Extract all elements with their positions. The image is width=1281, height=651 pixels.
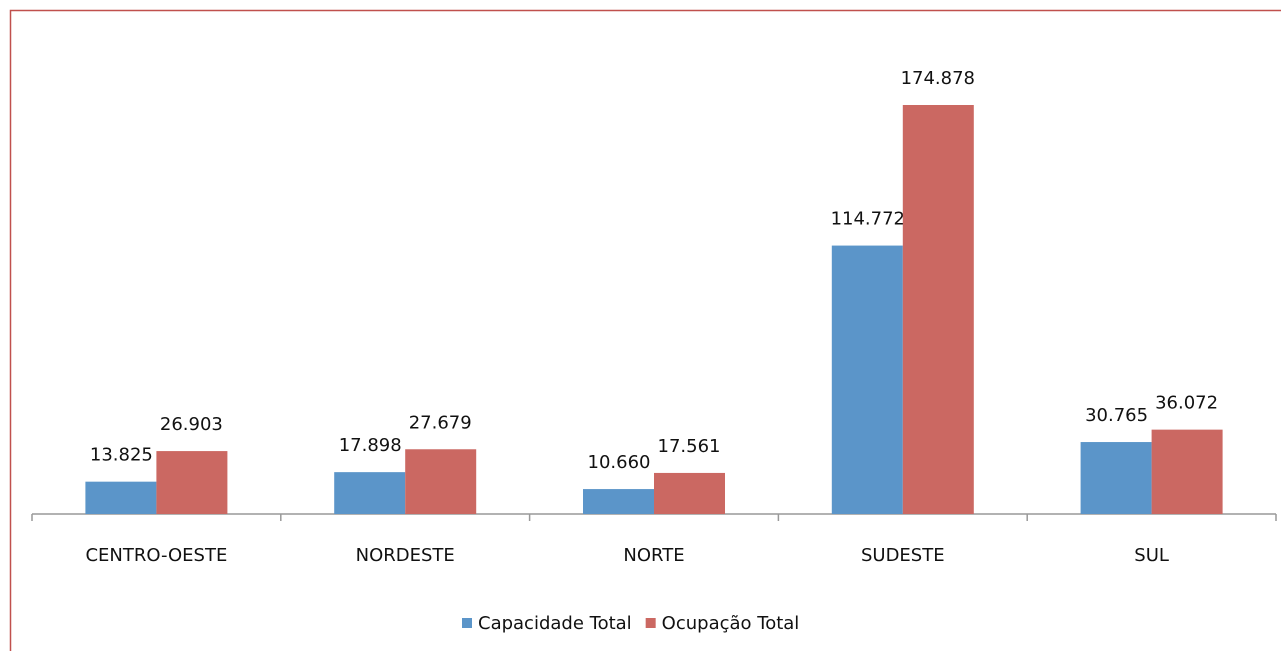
- bar: [654, 472, 725, 514]
- data-label: 13.825: [90, 445, 153, 466]
- legend-swatch: [462, 618, 472, 628]
- bar: [831, 245, 903, 514]
- x-tick-label: SUDESTE: [861, 545, 945, 566]
- data-label: 27.679: [409, 412, 472, 433]
- data-label: 36.072: [1155, 393, 1218, 414]
- bar: [405, 449, 477, 514]
- legend-label: Capacidade Total: [478, 613, 632, 634]
- x-tick-label: NORDESTE: [356, 545, 455, 566]
- x-tick-label: NORTE: [623, 545, 684, 566]
- x-tick-label: SUL: [1134, 545, 1169, 566]
- data-label: 26.903: [160, 414, 223, 435]
- data-label: 30.765: [1085, 405, 1148, 426]
- data-label: 17.898: [339, 435, 402, 456]
- data-label: 17.561: [658, 436, 721, 457]
- data-label: 174.878: [901, 68, 975, 89]
- bar: [583, 489, 654, 514]
- bar: [1151, 429, 1223, 514]
- legend-swatch: [645, 618, 656, 628]
- frame: [9, 9, 1281, 651]
- x-tick-label: CENTRO-OESTE: [85, 545, 227, 566]
- data-label: 10.660: [588, 452, 651, 473]
- data-label: 114.772: [831, 209, 905, 230]
- bar: [902, 105, 974, 514]
- bar: [85, 481, 157, 514]
- bar: [156, 451, 228, 514]
- legend-label: Ocupação Total: [662, 613, 800, 634]
- bar: [334, 472, 406, 514]
- bar: [1080, 442, 1152, 514]
